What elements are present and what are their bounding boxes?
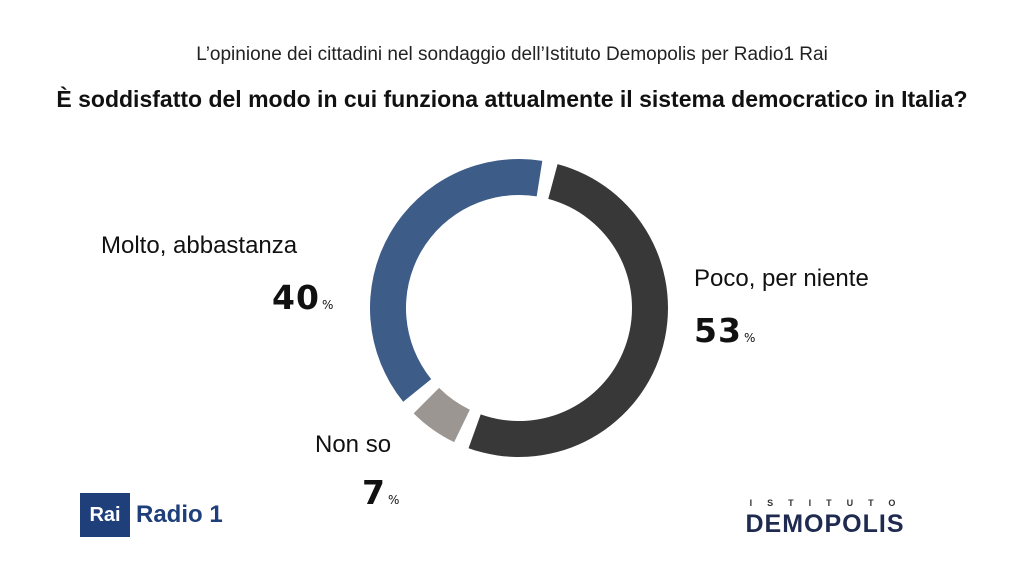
slice-poco-per-niente <box>468 164 669 458</box>
label-non-so: Non so <box>315 431 392 458</box>
rai-logo-box: Rai <box>80 493 130 537</box>
chart-subtitle: L’opinione dei cittadini nel sondaggio d… <box>196 44 828 65</box>
value-non-so: 7% <box>362 473 400 512</box>
demopolis-logo-small: ISTITUTO <box>749 498 911 508</box>
demopolis-logo: ISTITUTO DEMOPOLIS <box>700 498 950 539</box>
value-molto-abbastanza: 40% <box>272 278 334 317</box>
slice-non-so <box>413 387 470 443</box>
chart-question: È soddisfatto del modo in cui funziona a… <box>56 86 968 112</box>
demopolis-logo-big: DEMOPOLIS <box>745 510 905 538</box>
rai-radio1-logo: Rai Radio 1 <box>80 493 223 537</box>
label-poco-per-niente: Poco, per niente <box>694 265 869 292</box>
radio1-logo-text: Radio 1 <box>136 501 223 528</box>
value-poco-per-niente: 53% <box>694 311 756 350</box>
slice-molto-abbastanza <box>370 159 543 402</box>
label-molto-abbastanza: Molto, abbastanza <box>101 232 298 259</box>
